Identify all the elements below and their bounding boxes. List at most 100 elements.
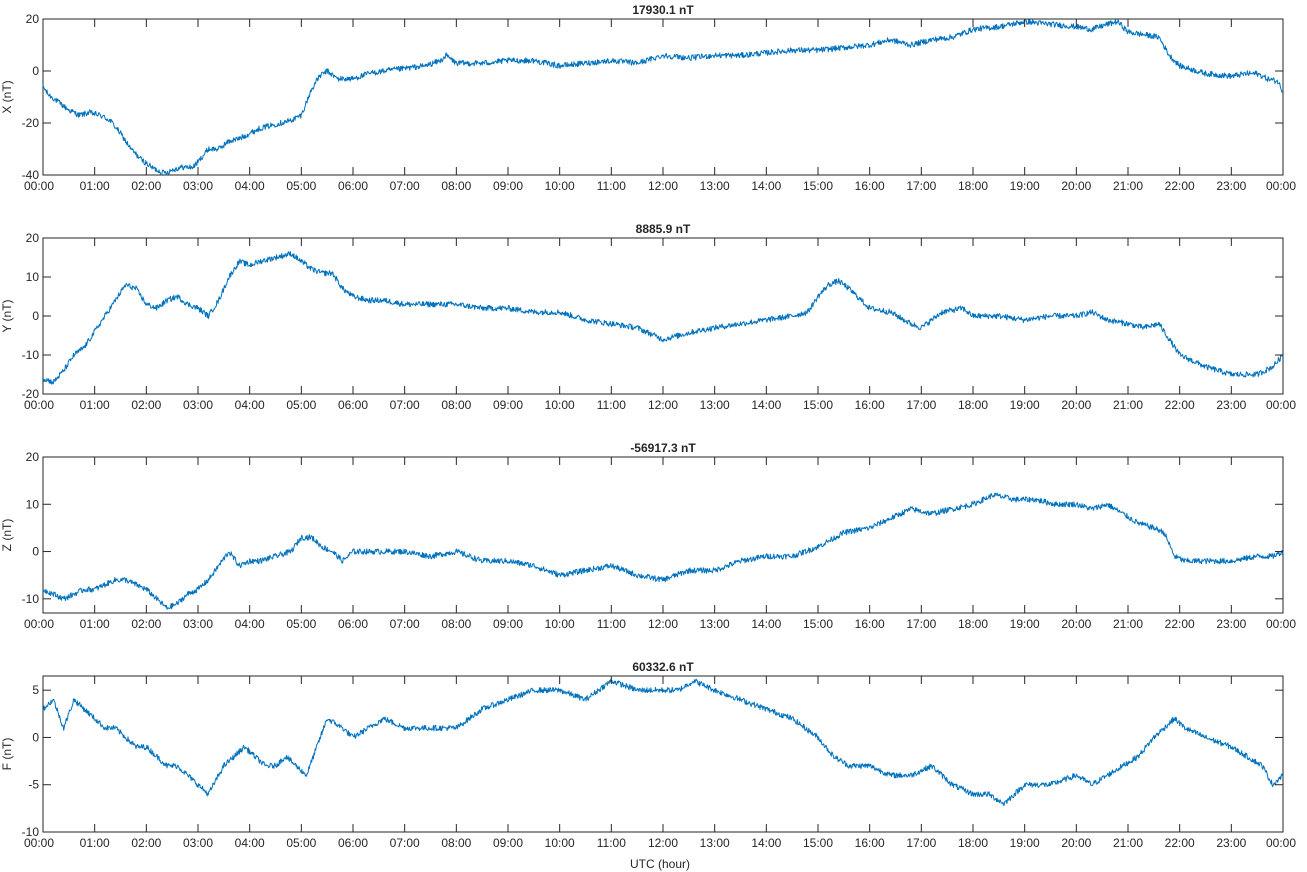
x-tick-label: 00:00 xyxy=(24,398,54,412)
y-tick-label: -10 xyxy=(22,825,40,839)
x-tick-label: 19:00 xyxy=(1010,836,1040,850)
x-tick-label: 17:00 xyxy=(906,617,936,631)
y-tick-label: -10 xyxy=(22,348,40,362)
x-axis-label: UTC (hour) xyxy=(630,857,690,871)
x-tick-label: 13:00 xyxy=(700,836,730,850)
x-tick-label: 05:00 xyxy=(286,179,316,193)
x-tick-label: 13:00 xyxy=(700,398,730,412)
series-line xyxy=(42,251,1284,385)
x-tick-label: 19:00 xyxy=(1010,179,1040,193)
y-axis-label: Y (nT) xyxy=(0,299,14,332)
x-tick-label: 13:00 xyxy=(700,179,730,193)
x-tick-label: 21:00 xyxy=(1113,398,1143,412)
x-tick-label: 18:00 xyxy=(958,398,988,412)
x-tick-label: 22:00 xyxy=(1165,836,1195,850)
y-tick-label: 0 xyxy=(32,545,39,559)
x-tick-label: 20:00 xyxy=(1061,179,1091,193)
x-tick-label: 00:00 xyxy=(1266,836,1296,850)
x-tick-label: 07:00 xyxy=(390,398,420,412)
x-tick-label: 09:00 xyxy=(493,617,523,631)
x-tick-label: 12:00 xyxy=(648,836,678,850)
x-tick-label: 23:00 xyxy=(1216,836,1246,850)
x-tick-label: 00:00 xyxy=(24,179,54,193)
x-tick-label: 21:00 xyxy=(1113,617,1143,631)
x-tick-label: 18:00 xyxy=(958,617,988,631)
x-tick-label: 11:00 xyxy=(597,836,626,850)
panel-f: 00:00 01:00 02:00 03:00 04:00 05:00 06:00 07:00… xyxy=(0,660,1296,850)
y-tick-label: 10 xyxy=(26,270,40,284)
x-tick-label: 10:00 xyxy=(545,179,575,193)
x-tick-label: 08:00 xyxy=(441,617,471,631)
x-tick-label: 07:00 xyxy=(390,617,420,631)
series-line xyxy=(42,18,1284,176)
x-tick-label: 22:00 xyxy=(1165,398,1195,412)
x-tick-label: 15:00 xyxy=(803,398,833,412)
panel-title: 60332.6 nT xyxy=(632,660,694,674)
x-tick-label: 13:00 xyxy=(700,617,730,631)
x-tick-label: 06:00 xyxy=(338,179,368,193)
x-tick-label: 00:00 xyxy=(1266,617,1296,631)
x-tick-label: 04:00 xyxy=(235,617,265,631)
panel-title: -56917.3 nT xyxy=(630,441,696,455)
x-tick-label: 02:00 xyxy=(131,836,161,850)
x-tick-label: 03:00 xyxy=(183,179,213,193)
panel-z: 00:00 01:00 02:00 03:00 04:00 05:00 06:00 07:00… xyxy=(0,441,1296,631)
x-tick-label: 01:00 xyxy=(80,617,110,631)
x-tick-label: 06:00 xyxy=(338,398,368,412)
series-line xyxy=(42,492,1284,610)
y-tick-label: 20 xyxy=(26,450,40,464)
x-tick-label: 21:00 xyxy=(1113,836,1143,850)
x-tick-label: 02:00 xyxy=(131,398,161,412)
x-tick-label: 06:00 xyxy=(338,617,368,631)
x-tick-label: 02:00 xyxy=(131,179,161,193)
x-tick-label: 14:00 xyxy=(751,836,781,850)
y-tick-label: 20 xyxy=(26,231,40,245)
panel-y: 00:00 01:00 02:00 03:00 04:00 05:00 06:00 07:00… xyxy=(0,222,1296,412)
x-tick-label: 08:00 xyxy=(441,398,471,412)
y-tick-label: 0 xyxy=(32,309,39,323)
x-tick-label: 09:00 xyxy=(493,179,523,193)
panel-title: 17930.1 nT xyxy=(632,3,694,17)
plot-area-frame xyxy=(42,675,1284,833)
x-tick-label: 00:00 xyxy=(1266,398,1296,412)
y-tick-label: -20 xyxy=(22,387,40,401)
x-tick-label: 02:00 xyxy=(131,617,161,631)
x-tick-label: 05:00 xyxy=(286,398,316,412)
x-tick-label: 01:00 xyxy=(80,398,110,412)
x-tick-label: 16:00 xyxy=(855,836,885,850)
x-tick-label: 20:00 xyxy=(1061,398,1091,412)
y-axis-label: X (nT) xyxy=(0,80,14,113)
x-tick-label: 01:00 xyxy=(80,179,110,193)
x-tick-label: 11:00 xyxy=(597,617,626,631)
x-tick-label: 22:00 xyxy=(1165,617,1195,631)
x-tick-label: 04:00 xyxy=(235,836,265,850)
x-tick-label: 17:00 xyxy=(906,179,936,193)
x-tick-label: 05:00 xyxy=(286,836,316,850)
plot-area-frame xyxy=(42,237,1284,395)
x-tick-label: 05:00 xyxy=(286,617,316,631)
x-tick-label: 09:00 xyxy=(493,398,523,412)
x-tick-label: 04:00 xyxy=(235,398,265,412)
plot-area-frame xyxy=(42,18,1284,176)
x-tick-label: 15:00 xyxy=(803,836,833,850)
x-tick-label: 03:00 xyxy=(183,398,213,412)
panel-title: 8885.9 nT xyxy=(636,222,691,236)
plot-area-frame xyxy=(42,456,1284,614)
y-tick-label: -10 xyxy=(22,592,40,606)
x-tick-label: 07:00 xyxy=(390,836,420,850)
y-axis-label: F (nT) xyxy=(0,738,14,771)
x-tick-label: 17:00 xyxy=(906,398,936,412)
x-tick-label: 22:00 xyxy=(1165,179,1195,193)
x-tick-label: 03:00 xyxy=(183,617,213,631)
x-tick-label: 20:00 xyxy=(1061,617,1091,631)
x-tick-label: 15:00 xyxy=(803,617,833,631)
x-tick-label: 11:00 xyxy=(597,179,626,193)
x-tick-label: 11:00 xyxy=(597,398,626,412)
x-tick-label: 12:00 xyxy=(648,617,678,631)
x-tick-label: 18:00 xyxy=(958,836,988,850)
x-tick-label: 10:00 xyxy=(545,617,575,631)
x-tick-label: 14:00 xyxy=(751,179,781,193)
x-tick-label: 19:00 xyxy=(1010,617,1040,631)
y-axis-label: Z (nT) xyxy=(0,519,14,552)
